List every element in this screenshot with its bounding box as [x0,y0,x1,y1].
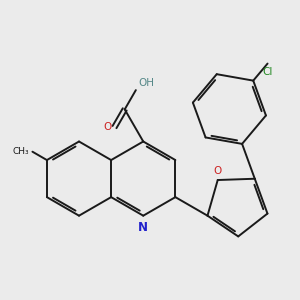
Text: Cl: Cl [262,67,273,77]
Text: CH₃: CH₃ [13,147,29,156]
Text: O: O [214,166,222,176]
Text: N: N [138,220,148,233]
Text: O: O [103,122,112,132]
Text: OH: OH [138,78,154,88]
